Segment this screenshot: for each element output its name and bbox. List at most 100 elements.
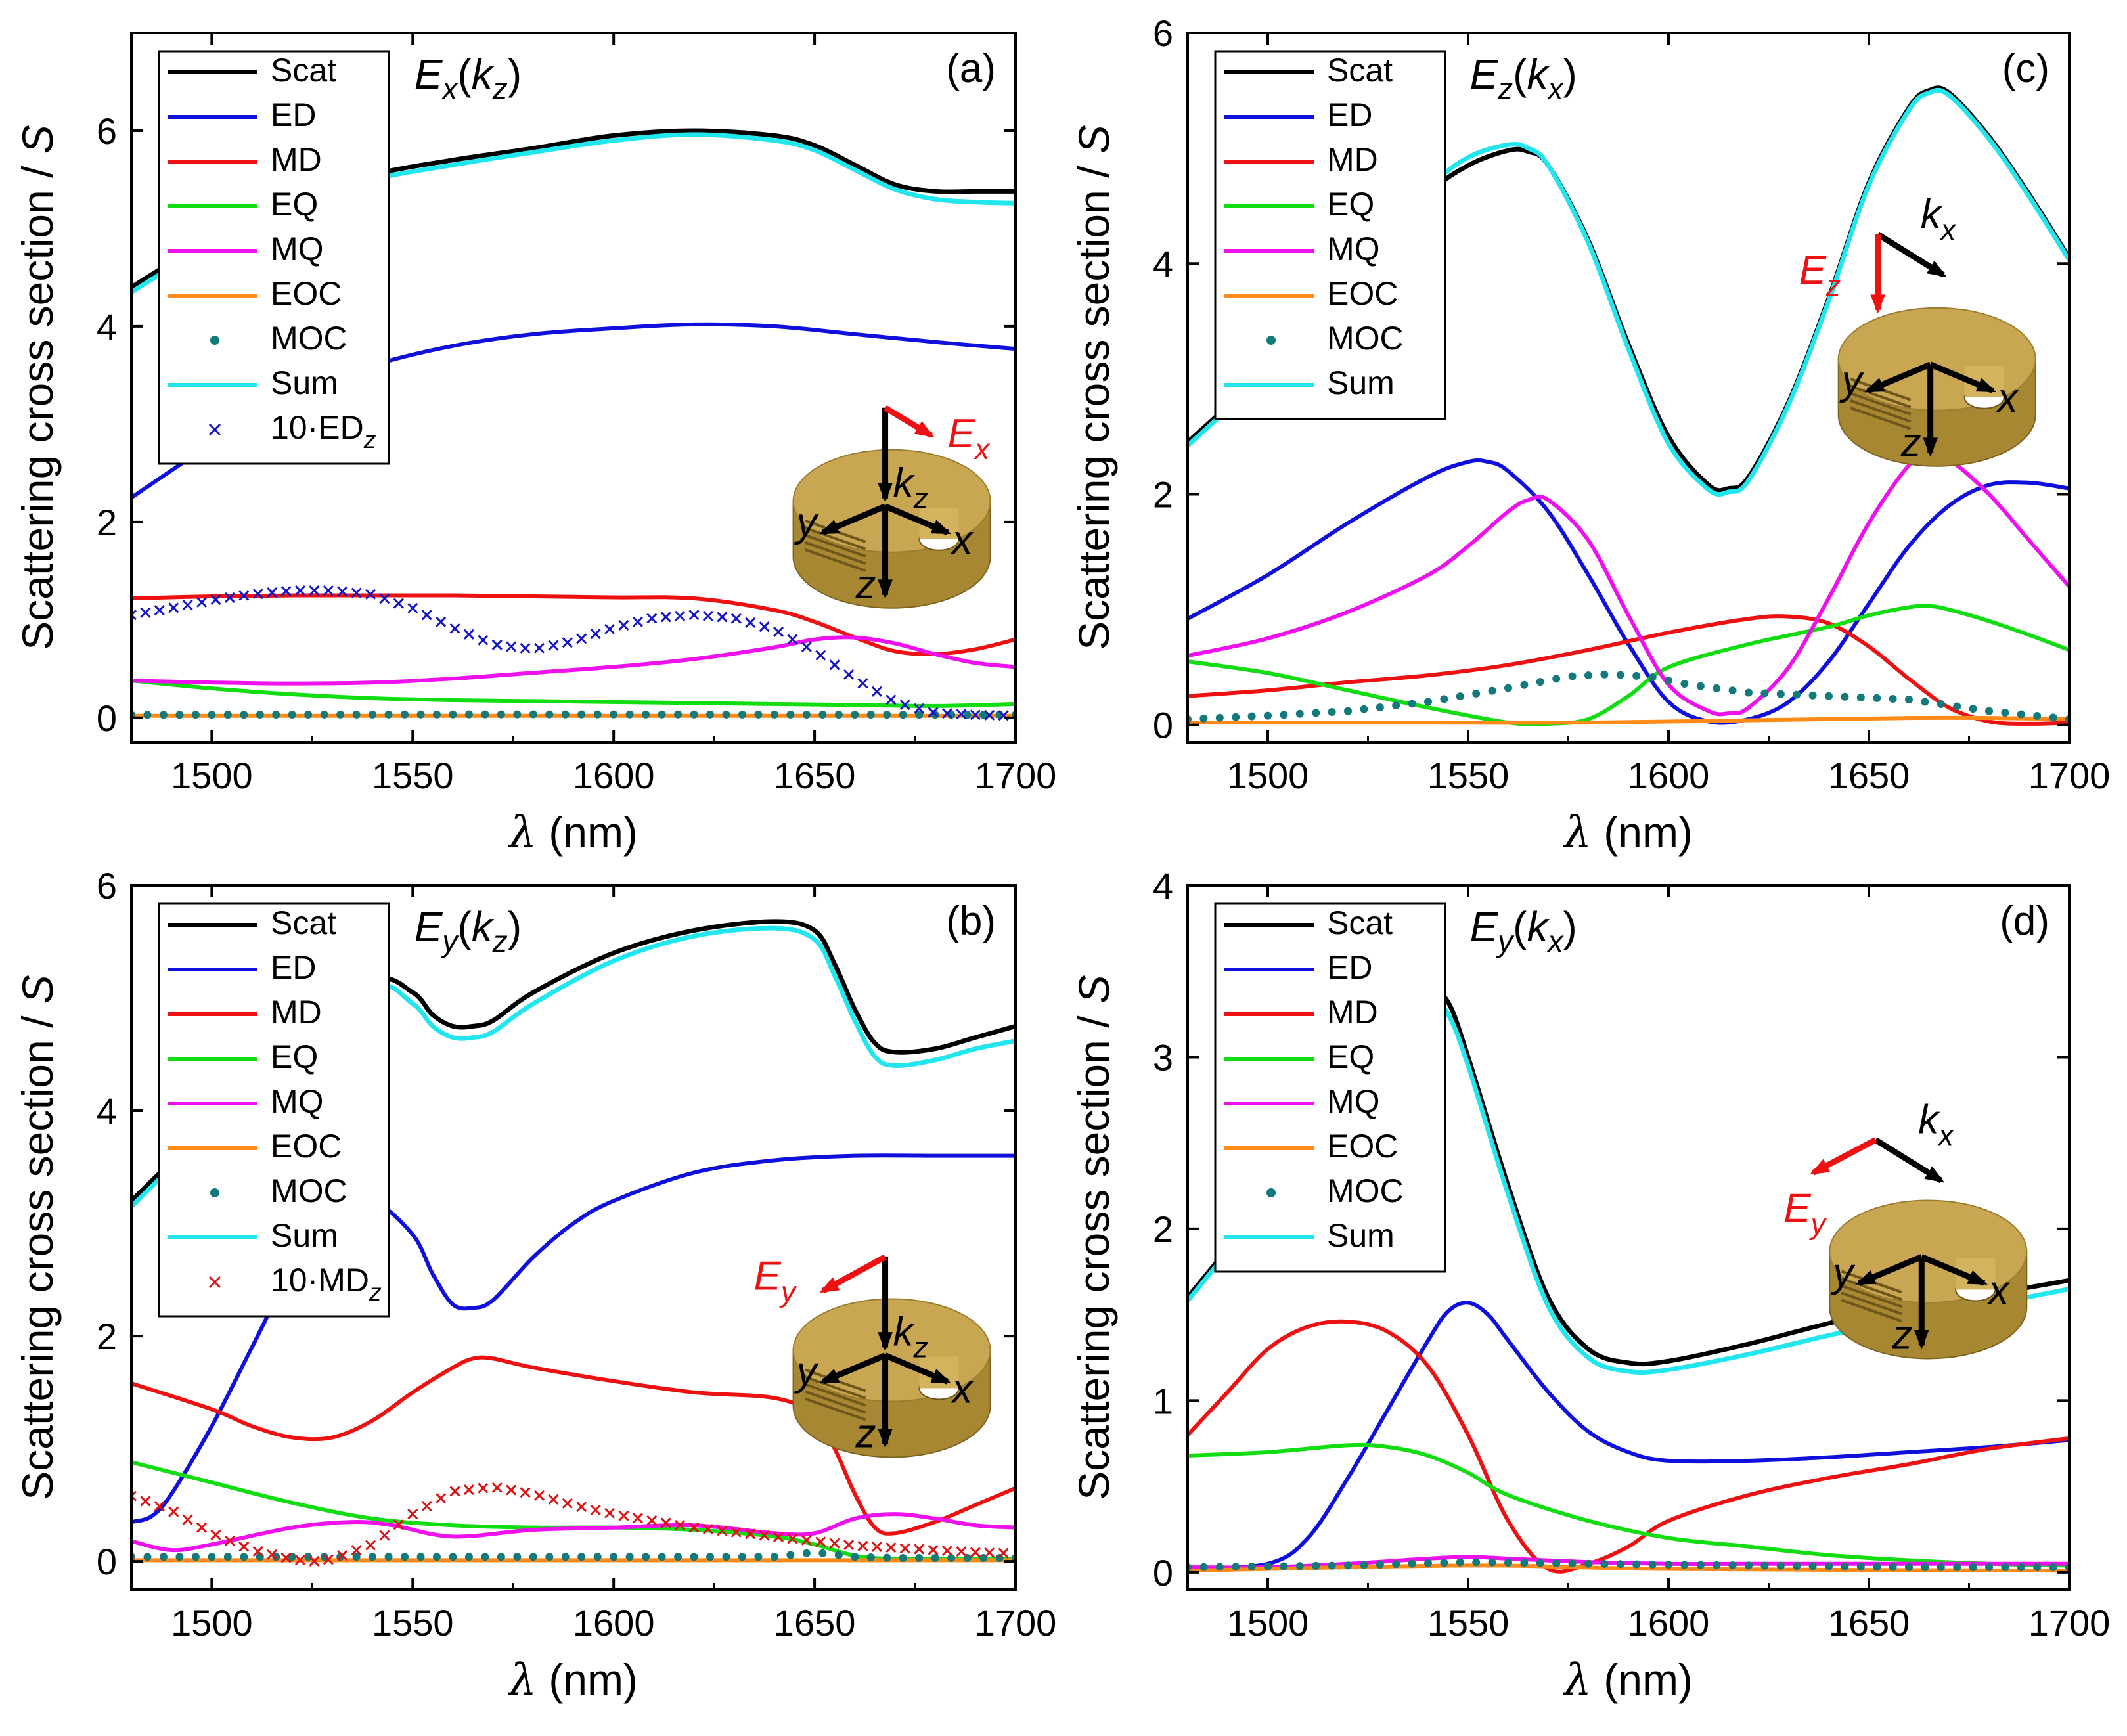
moc-point bbox=[2017, 1563, 2025, 1572]
e-field-label: Ey bbox=[754, 1254, 797, 1308]
cross-point bbox=[745, 1528, 756, 1540]
moc-point bbox=[175, 1553, 184, 1561]
legend: Scat ED MD EQ MQ EOC MOC Sum 10·MDz bbox=[158, 902, 390, 1318]
k-vector-arrow bbox=[1876, 231, 1947, 278]
moc-point bbox=[1536, 1559, 1544, 1567]
legend-label: ED bbox=[1327, 97, 1372, 133]
moc-point bbox=[1264, 711, 1272, 720]
legend-box bbox=[158, 902, 390, 1318]
moc-point bbox=[1937, 700, 1945, 709]
moc-point bbox=[1247, 1562, 1256, 1570]
moc-point bbox=[947, 1553, 956, 1562]
e-field-arrow bbox=[819, 1254, 887, 1294]
inset-y-label: y bbox=[794, 500, 820, 545]
cross-point bbox=[154, 604, 165, 616]
legend-label: 10·EDz bbox=[271, 409, 376, 453]
cross-point bbox=[998, 1547, 1009, 1559]
cross-point bbox=[210, 1529, 221, 1540]
moc-point bbox=[1745, 688, 1753, 697]
moc-point bbox=[384, 710, 393, 719]
moc-point bbox=[1520, 680, 1529, 689]
inset-x-label: x bbox=[951, 518, 974, 563]
moc-point bbox=[159, 711, 168, 719]
cross-point bbox=[604, 1507, 616, 1519]
plot-frame bbox=[130, 884, 1017, 1591]
legend-label: MD bbox=[271, 994, 322, 1031]
legend-label: ED bbox=[1327, 949, 1372, 986]
moc-point bbox=[1472, 1558, 1481, 1567]
moc-point bbox=[352, 710, 361, 719]
legend-label: MOC bbox=[271, 1172, 347, 1209]
moc-point bbox=[722, 1553, 730, 1561]
grating-groove bbox=[804, 526, 866, 550]
moc-point bbox=[738, 1553, 746, 1561]
moc-point bbox=[1328, 1561, 1336, 1570]
cross-point bbox=[224, 1535, 235, 1546]
grating-groove bbox=[804, 548, 866, 572]
legend-marker-moc bbox=[1266, 336, 1276, 345]
moc-point bbox=[159, 1553, 168, 1561]
x-tick-label: 1650 bbox=[774, 755, 856, 796]
moc-point bbox=[432, 1553, 441, 1561]
legend-entry: 10·MDz bbox=[208, 1262, 382, 1306]
moc-point bbox=[915, 711, 924, 719]
grating-groove bbox=[1841, 1277, 1902, 1301]
cross-point bbox=[533, 1490, 545, 1501]
field-title: Ex(kz) bbox=[414, 51, 522, 106]
legend-label: EOC bbox=[271, 275, 342, 312]
cross-point bbox=[730, 613, 742, 624]
moc-point bbox=[175, 711, 184, 719]
legend-entry: 10·EDz bbox=[208, 409, 376, 453]
moc-point bbox=[1696, 682, 1705, 690]
moc-point bbox=[1376, 703, 1384, 711]
moc-point bbox=[1215, 1563, 1224, 1571]
moc-point bbox=[1424, 1559, 1432, 1567]
cross-point bbox=[562, 1498, 573, 1509]
moc-point bbox=[883, 711, 891, 719]
y-tick-label: 6 bbox=[97, 110, 117, 152]
x-tick-label: 1700 bbox=[2028, 1602, 2111, 1643]
panel-d: 1500 1550 1600 1650 1700 0 1 2 3 4 λ (nm) Scatterin… bbox=[1069, 865, 2110, 1705]
cross-point bbox=[449, 1486, 460, 1497]
cross-point bbox=[857, 1540, 868, 1551]
cross-point bbox=[745, 617, 756, 629]
cross-point bbox=[463, 1484, 474, 1496]
y-tick-label: 0 bbox=[1153, 1552, 1173, 1593]
plot-frame bbox=[130, 32, 1017, 744]
x-tick-label: 1600 bbox=[1628, 755, 1710, 796]
legend-label: Scat bbox=[1327, 52, 1393, 89]
moc-point bbox=[834, 1551, 843, 1559]
moc-point bbox=[883, 1553, 891, 1562]
inset-y-label: y bbox=[794, 1349, 820, 1394]
cross-point bbox=[675, 1519, 686, 1531]
moc-point bbox=[1600, 670, 1609, 679]
moc-point bbox=[738, 710, 746, 719]
moc-point bbox=[1440, 695, 1448, 703]
moc-point bbox=[1713, 684, 1721, 692]
moc-point bbox=[1760, 689, 1769, 698]
cross-point bbox=[548, 640, 559, 651]
cross-point bbox=[829, 1538, 840, 1549]
moc-point bbox=[786, 710, 795, 719]
moc-point bbox=[432, 710, 441, 719]
legend-entry: Scat bbox=[1224, 904, 1393, 941]
legend-label: Sum bbox=[1327, 1217, 1395, 1254]
inset-diagram: y x z kx Ez bbox=[1799, 192, 2036, 467]
legend-label: MOC bbox=[1327, 1172, 1404, 1209]
moc-point bbox=[464, 1553, 473, 1561]
moc-point bbox=[866, 711, 875, 719]
moc-point bbox=[545, 1553, 554, 1561]
moc-point bbox=[1985, 1563, 1993, 1572]
cross-point bbox=[829, 659, 840, 671]
moc-point bbox=[1665, 677, 1672, 685]
moc-point bbox=[288, 710, 296, 719]
moc-point bbox=[143, 711, 152, 719]
moc-point bbox=[1536, 678, 1544, 686]
cross-point bbox=[351, 587, 362, 598]
moc-point bbox=[497, 710, 505, 719]
cross-point bbox=[970, 709, 981, 721]
cross-point bbox=[717, 612, 728, 623]
cross-point bbox=[717, 1525, 728, 1536]
moc-point bbox=[770, 1553, 778, 1561]
k-vector-label: kx bbox=[1918, 1097, 1954, 1151]
